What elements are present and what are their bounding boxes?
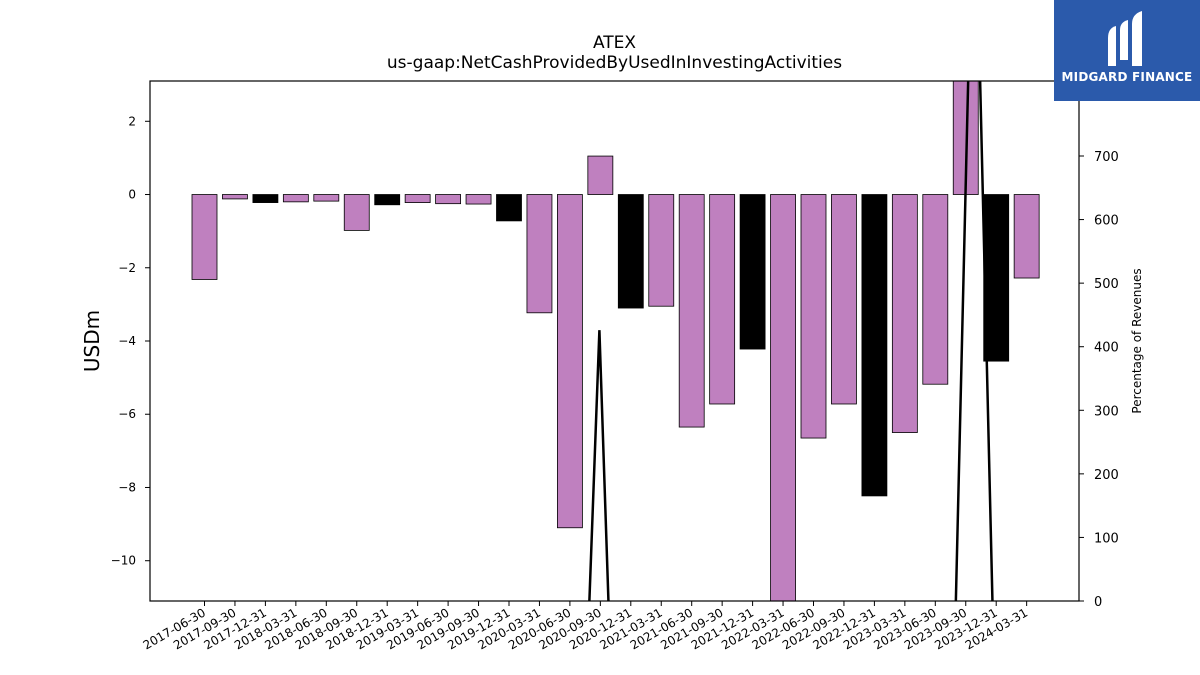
bar-2022-12-31 [861, 194, 888, 497]
y2-tick-label: 0 [1094, 595, 1102, 610]
y-tick-label: −4 [118, 334, 136, 348]
y-tick-label: −2 [118, 261, 136, 275]
bar-2024-03-31 [1013, 194, 1040, 279]
bars-group [191, 81, 1040, 601]
bar-2020-12-31 [617, 194, 644, 309]
y2-tick-label: 700 [1094, 150, 1119, 165]
bar-2017-06-30 [191, 194, 218, 280]
line-group [588, 81, 994, 601]
logo-mark-icon [1108, 11, 1142, 66]
bar-2020-03-31 [526, 194, 553, 314]
bar-2020-06-30 [557, 194, 583, 529]
y2-tick-label: 600 [1094, 214, 1119, 229]
bar-2017-12-31 [252, 194, 279, 203]
bar-2022-03-31 [770, 194, 796, 601]
logo: MIDGARD FINANCE [1054, 0, 1200, 101]
x-axis: 2017-06-302017-09-302017-12-312018-03-31… [141, 601, 1030, 652]
chart-title: ATEX [593, 33, 636, 53]
y-tick-label: 0 [128, 188, 136, 202]
y-axis-label: USDm [80, 310, 104, 372]
y2-axis: 0 100 200 300 400 500 600 700 [1079, 150, 1119, 610]
y2-tick-label: 100 [1094, 531, 1119, 546]
bar-2021-09-30 [709, 194, 736, 405]
bar-2018-12-31 [374, 194, 401, 206]
y2-tick-label: 400 [1094, 341, 1119, 356]
bar-2020-09-30 [587, 155, 614, 195]
y-tick-label: −10 [111, 554, 136, 568]
bar-2021-12-31 [739, 194, 766, 350]
y-tick-label: −8 [118, 480, 136, 494]
chart-subtitle: us-gaap:NetCashProvidedByUsedInInvesting… [387, 53, 842, 73]
y-tick-label: 2 [128, 114, 136, 128]
bar-2019-06-30 [435, 194, 462, 205]
bar-2021-03-31 [648, 194, 675, 307]
bar-2022-09-30 [831, 194, 857, 405]
revenue-percentage-line [588, 81, 994, 601]
logo-text: MIDGARD FINANCE [1061, 70, 1193, 84]
bar-2021-06-30 [678, 194, 705, 428]
y2-tick-label: 500 [1094, 277, 1119, 292]
y-tick-label: −6 [118, 407, 136, 421]
bar-2018-06-30 [313, 194, 340, 202]
bar-2018-03-31 [282, 194, 309, 203]
bar-2022-06-30 [800, 194, 827, 439]
y2-axis-label: Percentage of Revenues [1130, 268, 1144, 413]
bar-2023-03-31 [891, 194, 918, 433]
y2-tick-label: 200 [1094, 468, 1119, 483]
bar-2023-12-31 [983, 194, 1010, 362]
bar-2019-12-31 [496, 194, 522, 222]
bar-2019-09-30 [465, 194, 492, 205]
bar-2023-06-30 [922, 194, 949, 385]
y-axis: 2 0 −2 −4 −6 −8 −10 [111, 114, 150, 568]
bar-2017-09-30 [222, 194, 248, 200]
bar-2018-09-30 [343, 194, 370, 231]
y2-tick-label: 300 [1094, 404, 1119, 419]
bar-2019-03-31 [404, 194, 431, 203]
